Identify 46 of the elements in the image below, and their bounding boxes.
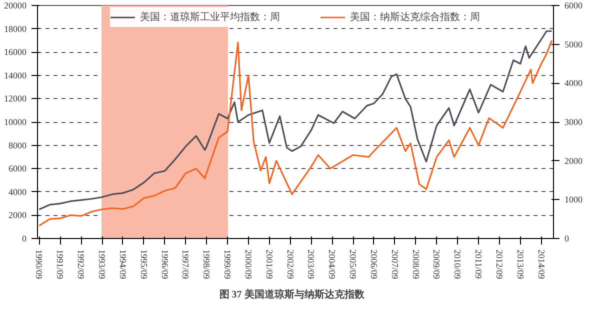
x-tick-label: 2008/09: [410, 250, 421, 280]
x-tick-label: 1998/09: [202, 250, 212, 280]
y2-tick-label: 4000: [564, 78, 583, 88]
y-tick-label: 18000: [4, 24, 27, 34]
x-tick-label: 1991/09: [55, 250, 66, 280]
y-tick-label: 8000: [8, 140, 27, 150]
x-tick-label: 1990/09: [34, 250, 44, 280]
x-tick-label: 2009/09: [432, 250, 442, 280]
legend-label: 美国：纳斯达克综合指数：周: [350, 10, 480, 24]
x-tick-label: 1999/09: [222, 250, 233, 280]
x-tick-label: 1997/09: [180, 250, 191, 280]
y2-tick-label: 6000: [564, 0, 583, 10]
legend-label: 美国：道琼斯工业平均指数：周: [140, 10, 280, 24]
x-tick-label: 2001/09: [264, 250, 274, 280]
y2-tick-label: 5000: [564, 39, 583, 50]
x-tick-label: 2014/09: [536, 250, 546, 280]
x-tick-label: 2003/09: [306, 250, 316, 280]
y2-tick-label: 2000: [564, 156, 583, 166]
text: 图 37 美国道琼斯与纳斯达克指数: [219, 288, 366, 300]
x-tick-label: 2002/09: [285, 250, 296, 280]
x-tick-label: 2010/09: [452, 250, 463, 280]
x-tick-label: 2004/09: [327, 250, 338, 280]
y-tick-label: 2000: [8, 210, 27, 220]
y2-tick-label: 0: [564, 234, 570, 244]
x-tick-label: 1992/09: [76, 250, 86, 280]
y-tick-label: 6000: [8, 164, 27, 174]
y-tick-label: 14000: [4, 70, 27, 80]
y-tick-label: 10000: [4, 117, 27, 127]
x-tick-label: 1993/09: [97, 250, 107, 280]
x-tick-label: 1996/09: [160, 250, 170, 280]
x-tick-label: 2011/09: [474, 250, 484, 280]
x-tick-label: 1994/09: [118, 250, 128, 280]
x-tick-label: 2000/09: [243, 250, 254, 280]
y-tick-label: 12000: [4, 94, 27, 104]
y2-tick-label: 1000: [564, 194, 583, 205]
x-tick-label: 1995/09: [138, 250, 149, 280]
x-tick-label: 2005/09: [348, 250, 358, 280]
x-tick-label: 2006/09: [368, 250, 379, 280]
x-tick-label: 2007/09: [390, 250, 400, 280]
y-tick-label: 20000: [4, 0, 27, 10]
y-tick-label: 16000: [4, 47, 27, 58]
x-tick-label: 2013/09: [515, 250, 526, 280]
x-tick-label: 2012/09: [494, 250, 504, 280]
y2-tick-label: 3000: [564, 117, 583, 127]
y-tick-label: 4000: [8, 186, 27, 197]
y-tick-label: 0: [22, 234, 27, 244]
